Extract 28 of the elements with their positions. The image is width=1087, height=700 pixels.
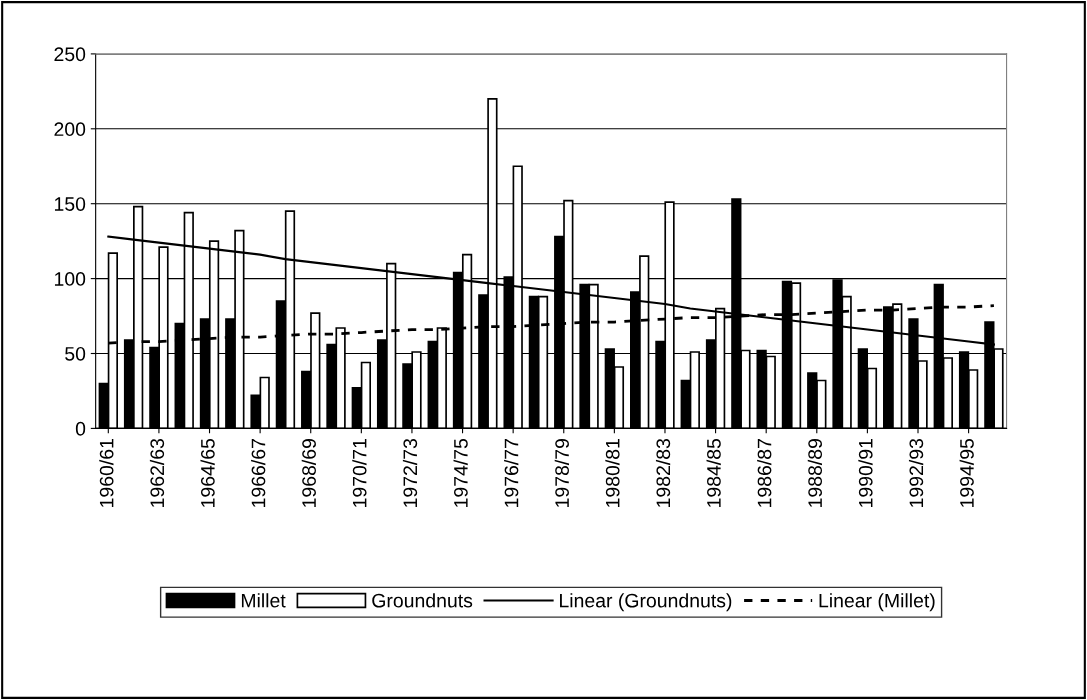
x-tick-label: 1992/93 [908, 438, 924, 507]
x-tick-label: 1972/73 [402, 438, 418, 507]
x-tick-label: 1970/71 [352, 439, 367, 507]
x-tick-label: 1974/75 [453, 438, 468, 507]
legend-label: Groundnuts [372, 593, 473, 608]
x-tick-label: 1984/85 [706, 438, 721, 507]
legend-label: Linear (Groundnuts) [560, 593, 732, 612]
x-tick-label: 1976/77 [504, 439, 519, 507]
x-tick-label: 1960/61 [99, 439, 114, 507]
x-tick-label: 1982/83 [655, 438, 671, 507]
y-tick-label: 50 [65, 346, 86, 361]
x-tick-label: 1988/89 [807, 439, 823, 507]
y-tick-label: 200 [54, 122, 86, 137]
y-tick-label: 0 [75, 421, 86, 436]
x-tick-label: 1968/69 [301, 439, 316, 507]
y-tick-label: 150 [54, 197, 86, 211]
x-tick-label: 1964/65 [200, 438, 215, 507]
legend-label: Millet [241, 593, 286, 608]
x-tick-label: 1990/91 [858, 439, 873, 507]
x-tick-label: 1962/63 [149, 438, 165, 507]
y-tick-label: 100 [54, 272, 86, 286]
x-tick-label: 1980/81 [605, 439, 620, 507]
x-tick-label: 1966/67 [251, 439, 266, 507]
x-tick-label: 1986/87 [757, 439, 772, 507]
y-tick-label: 250 [54, 47, 86, 62]
legend-label: Linear (Millet) [819, 593, 935, 612]
x-tick-label: 1994/95 [959, 438, 974, 507]
x-tick-label: 1978/79 [554, 439, 569, 507]
